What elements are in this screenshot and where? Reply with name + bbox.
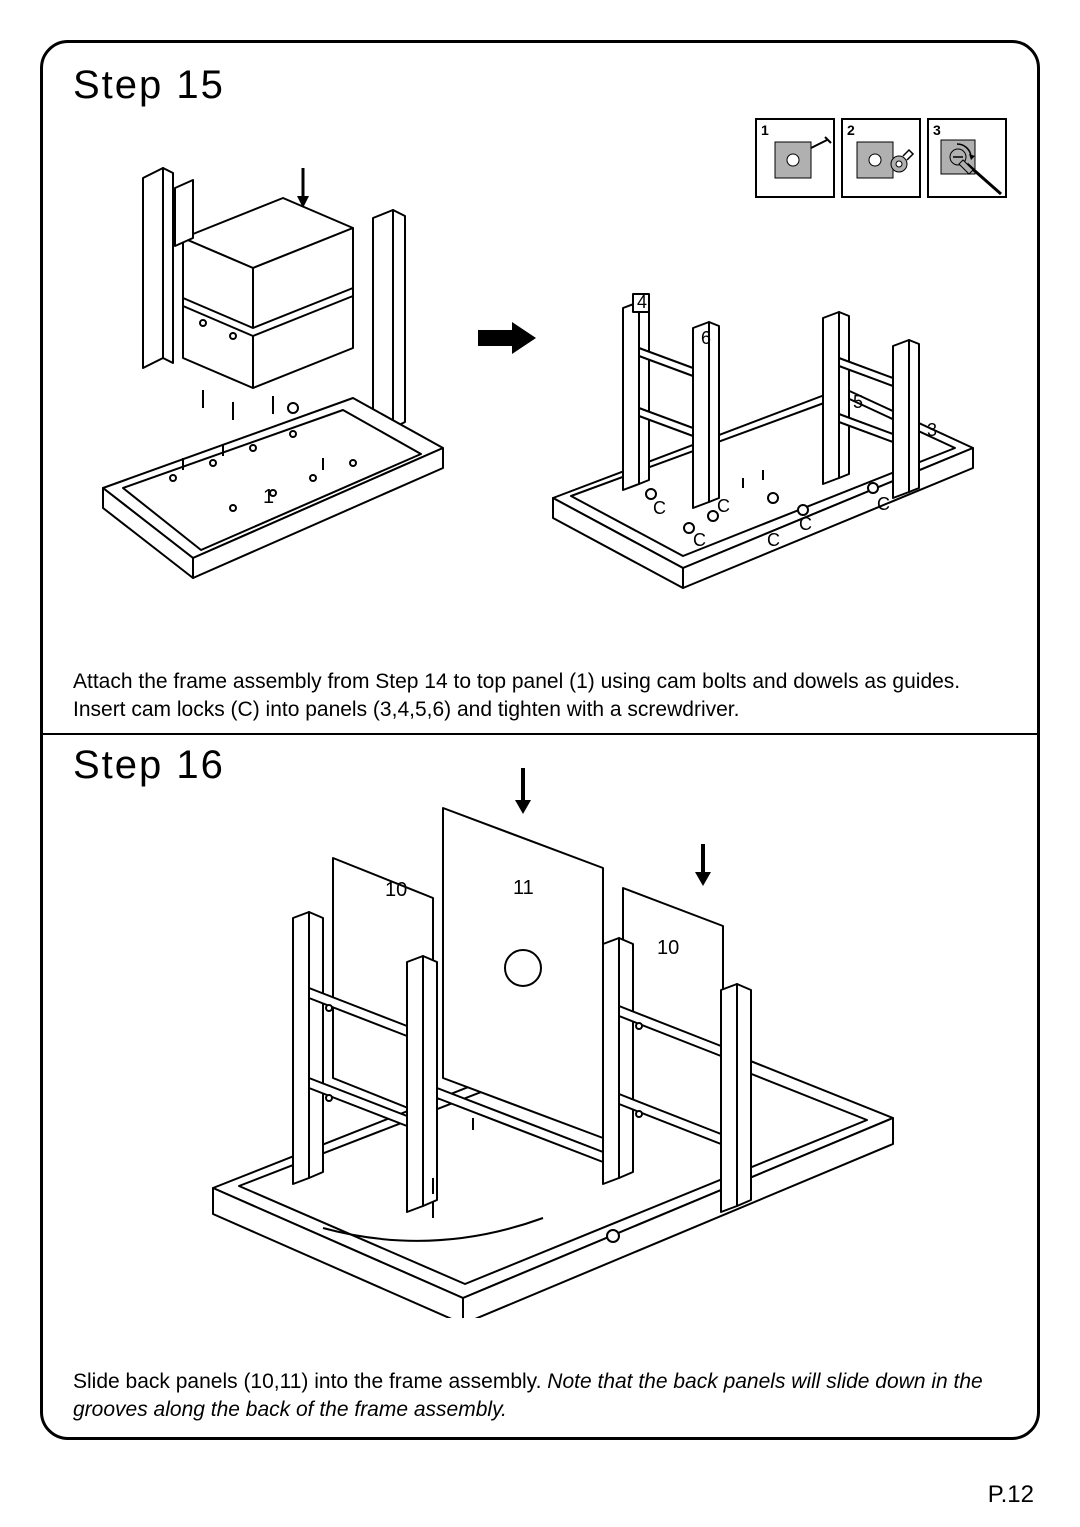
step15-title: Step 15 xyxy=(73,63,1007,108)
hint-num-3: 3 xyxy=(933,122,941,138)
label-4: 4 xyxy=(637,292,647,312)
label-C5: C xyxy=(799,514,812,534)
hint-box-2: 2 xyxy=(841,118,921,198)
label-C2: C xyxy=(717,496,730,516)
step16-figure-area: 10 11 10 xyxy=(73,798,1007,1358)
label-C6: C xyxy=(877,494,890,514)
section-divider xyxy=(43,733,1037,735)
hint-num-2: 2 xyxy=(847,122,855,138)
hint-panels: 1 2 xyxy=(755,118,1007,198)
label-11: 11 xyxy=(513,877,534,899)
label-3: 3 xyxy=(927,420,937,440)
step15-left-svg: 1 xyxy=(73,158,473,638)
step15-instruction: Attach the frame assembly from Step 14 t… xyxy=(73,668,1007,725)
hint-box-3: 3 xyxy=(927,118,1007,198)
label-5: 5 xyxy=(853,392,863,412)
step15-section: Step 15 1 2 xyxy=(73,63,1007,725)
hint3-svg xyxy=(929,120,1009,200)
step16-section: Step 16 xyxy=(73,743,1007,1425)
label-10a: 10 xyxy=(385,879,407,901)
label-C3: C xyxy=(693,530,706,550)
step15-instr-line2: Insert cam locks (C) into panels (3,4,5,… xyxy=(73,698,739,721)
step16-instruction: Slide back panels (10,11) into the frame… xyxy=(73,1368,1007,1425)
step15-figure-area: 1 2 xyxy=(73,118,1007,658)
label-C1: C xyxy=(653,498,666,518)
label-10b: 10 xyxy=(657,937,679,959)
label-6: 6 xyxy=(701,328,711,348)
page-frame: Step 15 1 2 xyxy=(40,40,1040,1440)
label-C4: C xyxy=(767,530,780,550)
hint-num-1: 1 xyxy=(761,122,769,138)
hint2-svg xyxy=(843,120,923,200)
hint-box-1: 1 xyxy=(755,118,835,198)
step15-right-svg: 4 6 5 3 C C C C C C xyxy=(543,238,983,598)
step16-svg: 10 11 10 xyxy=(173,758,953,1318)
page-number: P.12 xyxy=(988,1481,1034,1509)
step16-instr-plain: Slide back panels (10,11) into the frame… xyxy=(73,1370,547,1393)
label-1: 1 xyxy=(263,486,274,508)
hint1-svg xyxy=(757,120,837,200)
step15-instr-line1: Attach the frame assembly from Step 14 t… xyxy=(73,670,960,693)
transition-arrow xyxy=(478,318,538,358)
